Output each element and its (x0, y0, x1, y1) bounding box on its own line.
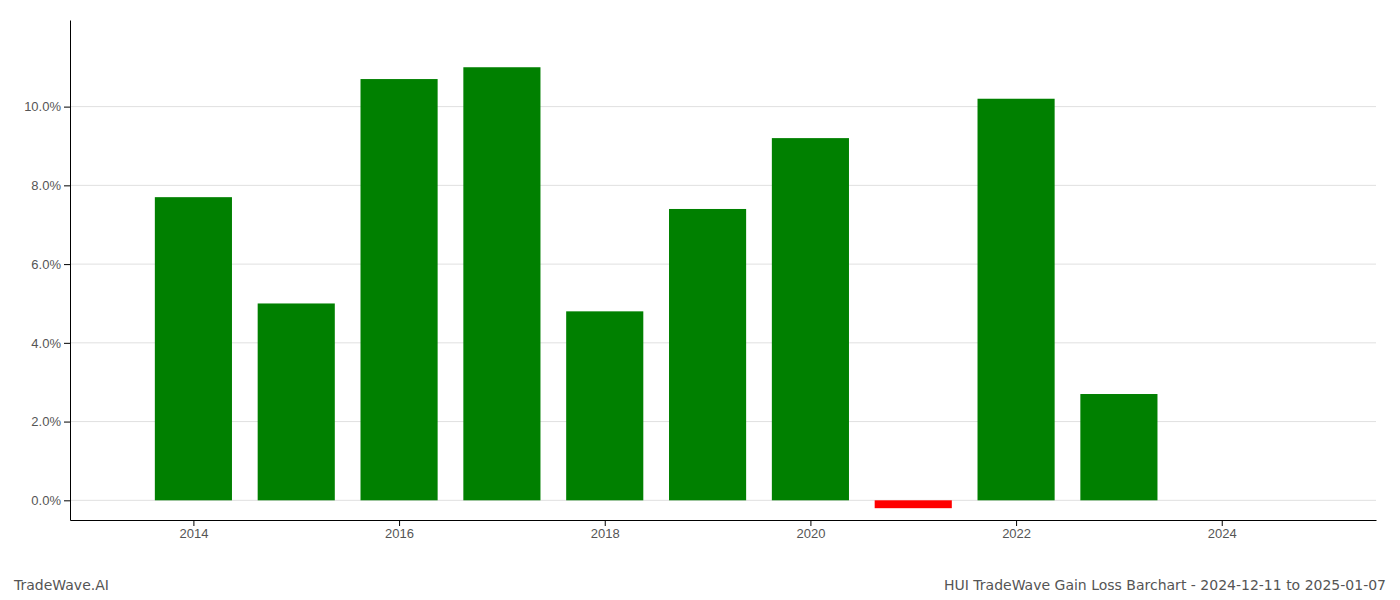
x-axis-line (71, 520, 1377, 521)
y-tick-label: 2.0% (31, 414, 61, 429)
y-tick-mark (64, 185, 70, 186)
y-tick-mark (64, 343, 70, 344)
y-tick: 4.0% (31, 335, 70, 350)
y-tick-label: 6.0% (31, 257, 61, 272)
x-tick-label: 2024 (1208, 526, 1237, 541)
x-tick-mark (399, 520, 400, 526)
x-tick-mark (193, 520, 194, 526)
y-axis: 0.0% 2.0% 4.0% 6.0% 8.0% 10.0% (24, 21, 70, 521)
title: HUI TradeWave Gain Loss Barchart - 2024-… (944, 577, 1386, 593)
y-tick-label: 4.0% (31, 335, 61, 350)
x-tick: 2022 (1002, 520, 1031, 541)
bar (669, 209, 746, 500)
x-tick-mark (1222, 520, 1223, 526)
x-tick-label: 2022 (1002, 526, 1031, 541)
x-axis: 2014 2016 2018 2020 2022 2024 (71, 520, 1377, 541)
bar (875, 500, 952, 508)
y-tick-mark (64, 500, 70, 501)
x-tick: 2020 (796, 520, 825, 541)
y-tick-label: 10.0% (24, 99, 61, 114)
x-tick: 2018 (591, 520, 620, 541)
y-tick-mark (64, 107, 70, 108)
bar (155, 197, 232, 500)
x-tick-mark (1016, 520, 1017, 526)
bars (155, 67, 1158, 508)
bar (1080, 394, 1157, 500)
bar (772, 138, 849, 500)
y-tick: 2.0% (31, 414, 70, 429)
y-tick: 8.0% (31, 178, 70, 193)
x-tick: 2024 (1208, 520, 1237, 541)
x-tick-mark (605, 520, 606, 526)
x-tick: 2014 (179, 520, 208, 541)
y-tick: 6.0% (31, 257, 70, 272)
x-tick-label: 2016 (385, 526, 414, 541)
x-tick: 2016 (385, 520, 414, 541)
x-tick-label: 2018 (591, 526, 620, 541)
y-tick: 10.0% (24, 99, 70, 114)
y-tick: 0.0% (31, 493, 70, 508)
x-tick-mark (810, 520, 811, 526)
plot: 0.0% 2.0% 4.0% 6.0% 8.0% 10.0% 2014 2016 2018 202… (24, 21, 1376, 542)
bar (258, 303, 335, 500)
bar (566, 311, 643, 500)
y-tick-mark (64, 264, 70, 265)
grid-line (70, 185, 1376, 186)
y-tick-label: 0.0% (31, 493, 61, 508)
x-tick-label: 2020 (796, 526, 825, 541)
bar (463, 67, 540, 500)
grid-line (70, 106, 1376, 107)
bar (361, 79, 438, 500)
grid (70, 107, 1376, 501)
bar (978, 99, 1055, 501)
chart: 0.0% 2.0% 4.0% 6.0% 8.0% 10.0% 2014 2016 2018 202… (0, 0, 1400, 600)
y-tick-mark (64, 422, 70, 423)
y-tick-label: 8.0% (31, 178, 61, 193)
annotation: TradeWave.AI (13, 577, 109, 593)
x-tick-label: 2014 (179, 526, 208, 541)
y-axis-line (70, 21, 71, 521)
